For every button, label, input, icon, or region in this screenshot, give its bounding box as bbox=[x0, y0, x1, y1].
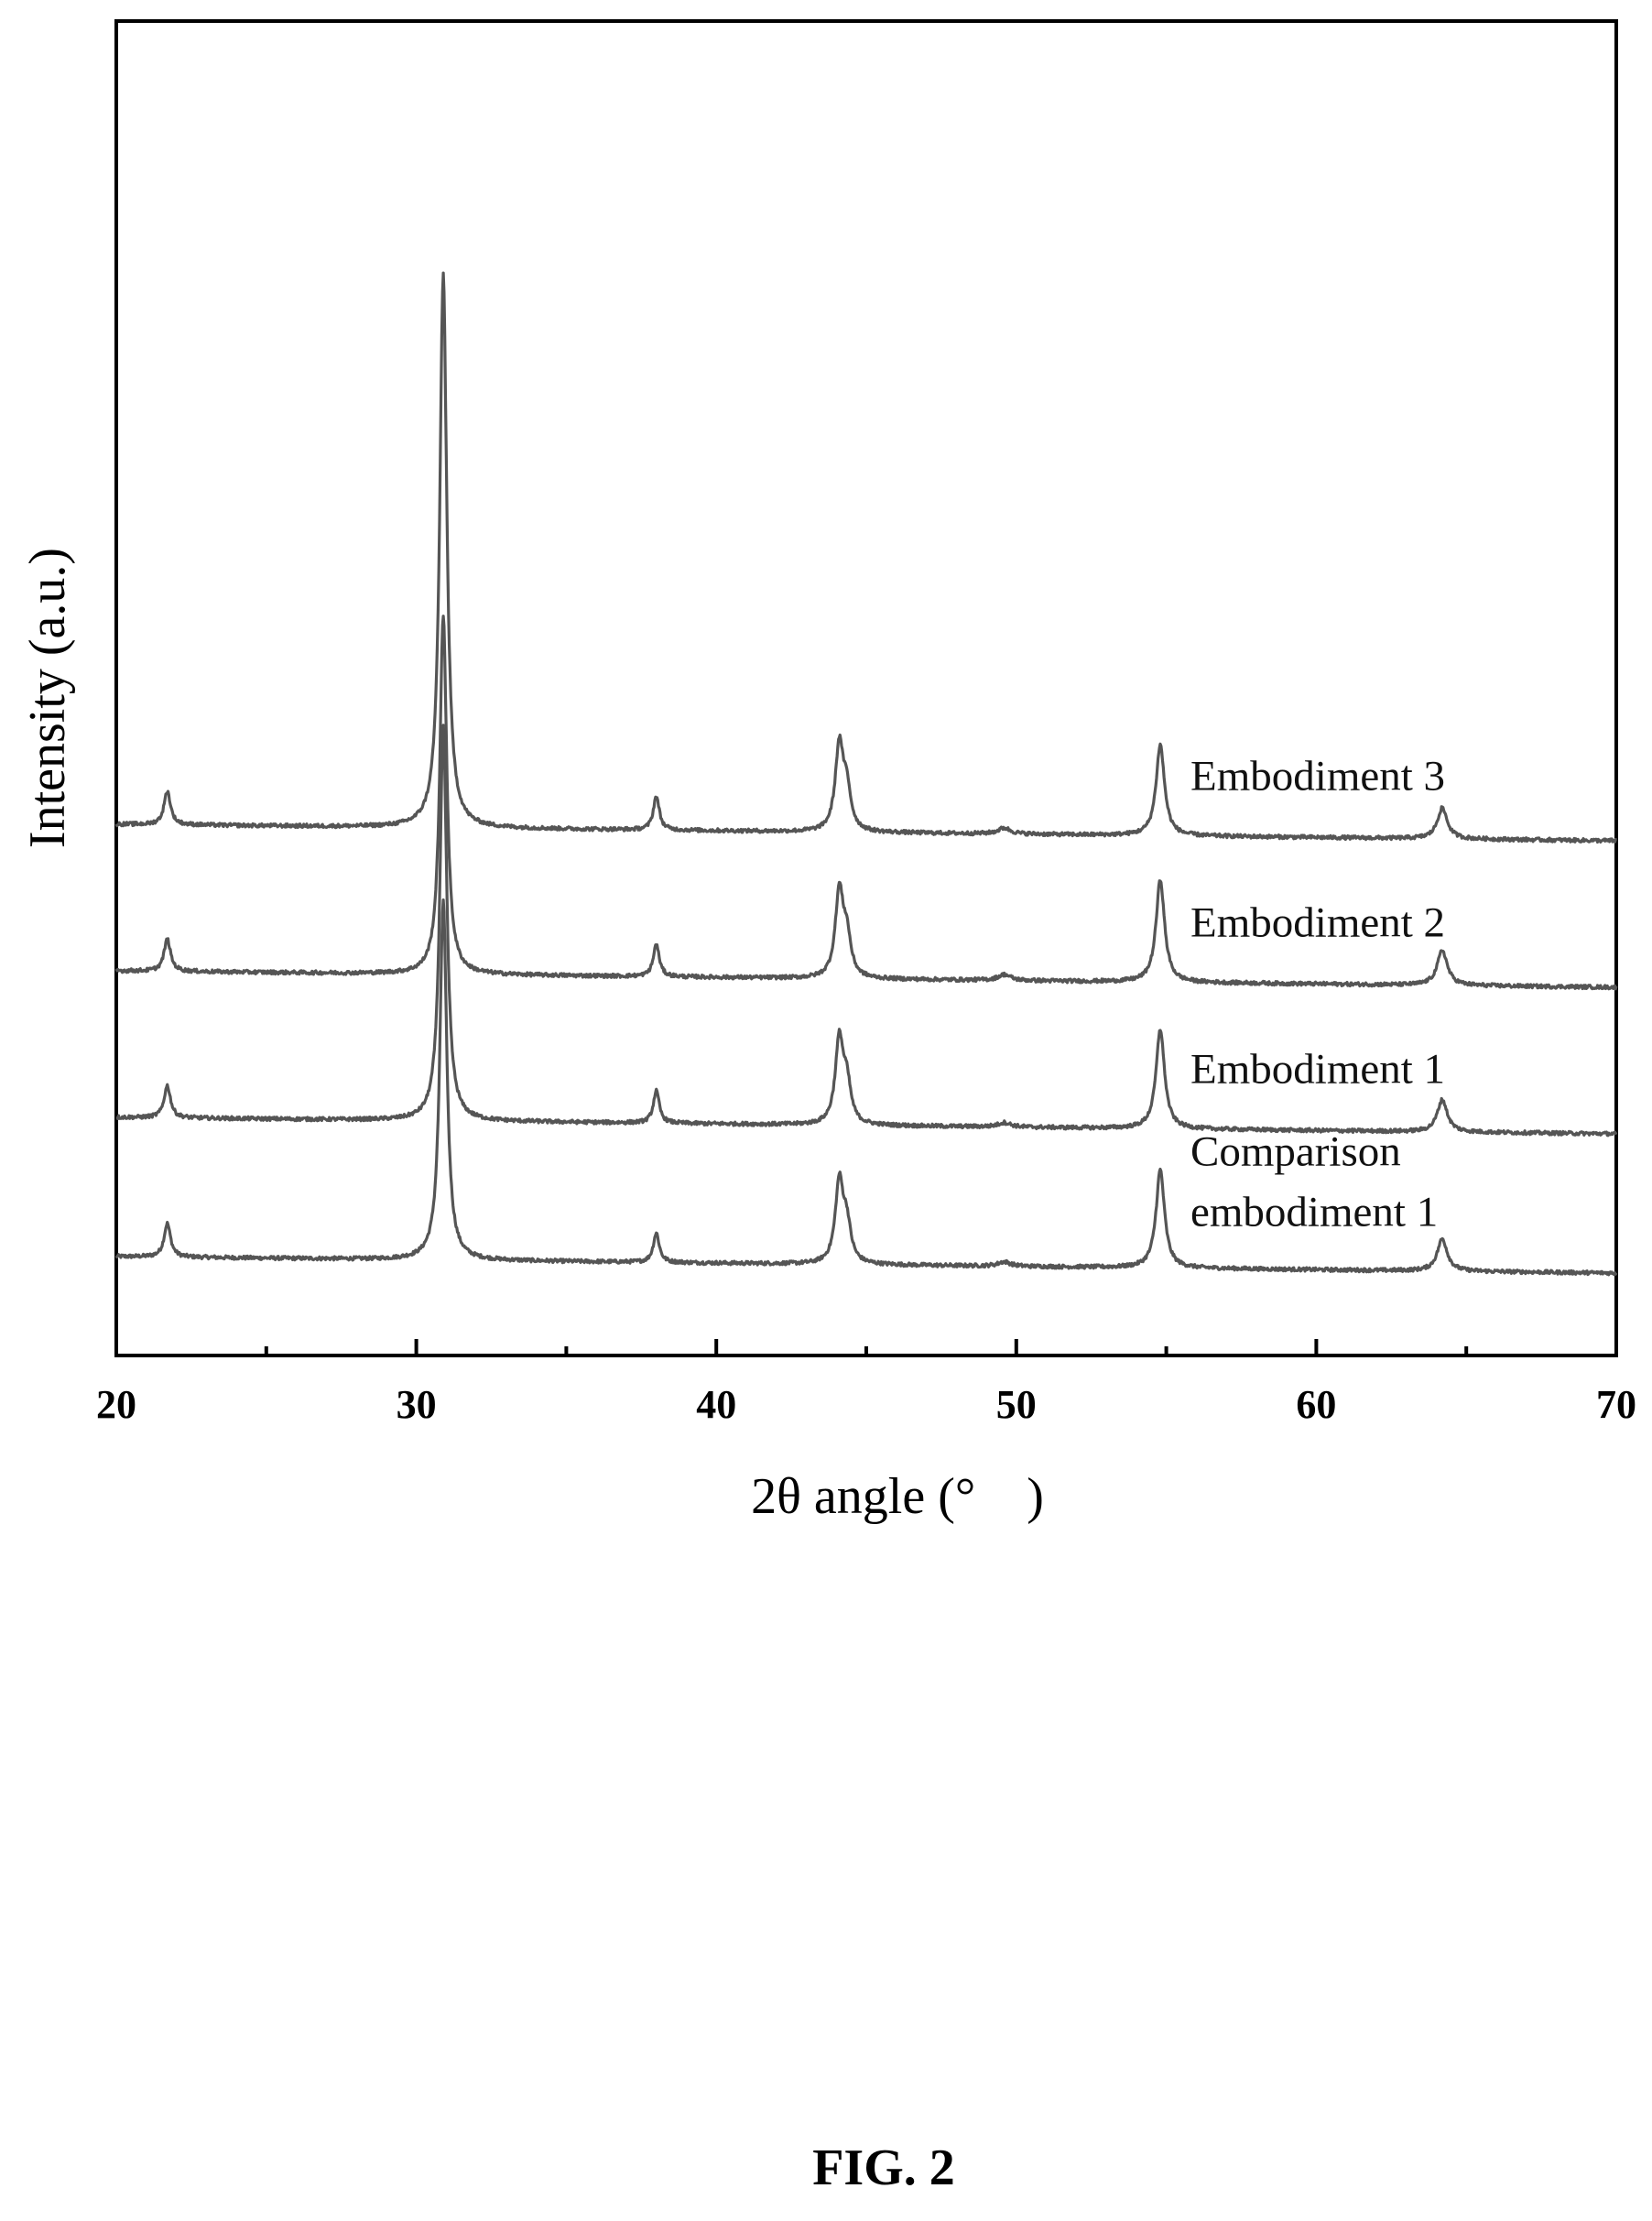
plot-area: Comparison embodiment 1 Embodiment 1 Embodi… bbox=[96, 19, 1636, 1427]
series-line-3 bbox=[114, 615, 1618, 991]
y-axis-title: Intensity (a.u.) bbox=[19, 548, 76, 848]
x-tick-label-70: 70 bbox=[1596, 1382, 1636, 1427]
x-ticks-group: 20 30 40 50 60 70 bbox=[96, 1339, 1636, 1427]
series-line-2 bbox=[115, 724, 1618, 1138]
series-label-1-line-1: Comparison bbox=[1190, 1128, 1401, 1176]
series-line-1 bbox=[114, 898, 1618, 1277]
series-label-1-line-2: embodiment 1 bbox=[1190, 1189, 1438, 1236]
series-label-4: Embodiment 3 bbox=[1190, 753, 1445, 800]
figure-caption: FIG. 2 bbox=[812, 2139, 955, 2196]
x-tick-label-60: 60 bbox=[1296, 1382, 1336, 1427]
x-tick-label-20: 20 bbox=[96, 1382, 136, 1427]
x-axis-title: 2θ angle (° ) bbox=[751, 1468, 1044, 1525]
traces-group bbox=[114, 271, 1618, 1277]
series-label-3: Embodiment 2 bbox=[1190, 899, 1445, 947]
x-tick-label-30: 30 bbox=[397, 1382, 437, 1427]
series-labels-group: Comparison embodiment 1 Embodiment 1 Embodi… bbox=[1190, 753, 1445, 1236]
series-line-4 bbox=[114, 271, 1618, 844]
x-tick-label-40: 40 bbox=[696, 1382, 736, 1427]
x-tick-label-50: 50 bbox=[996, 1382, 1037, 1427]
series-label-2: Embodiment 1 bbox=[1190, 1046, 1445, 1094]
